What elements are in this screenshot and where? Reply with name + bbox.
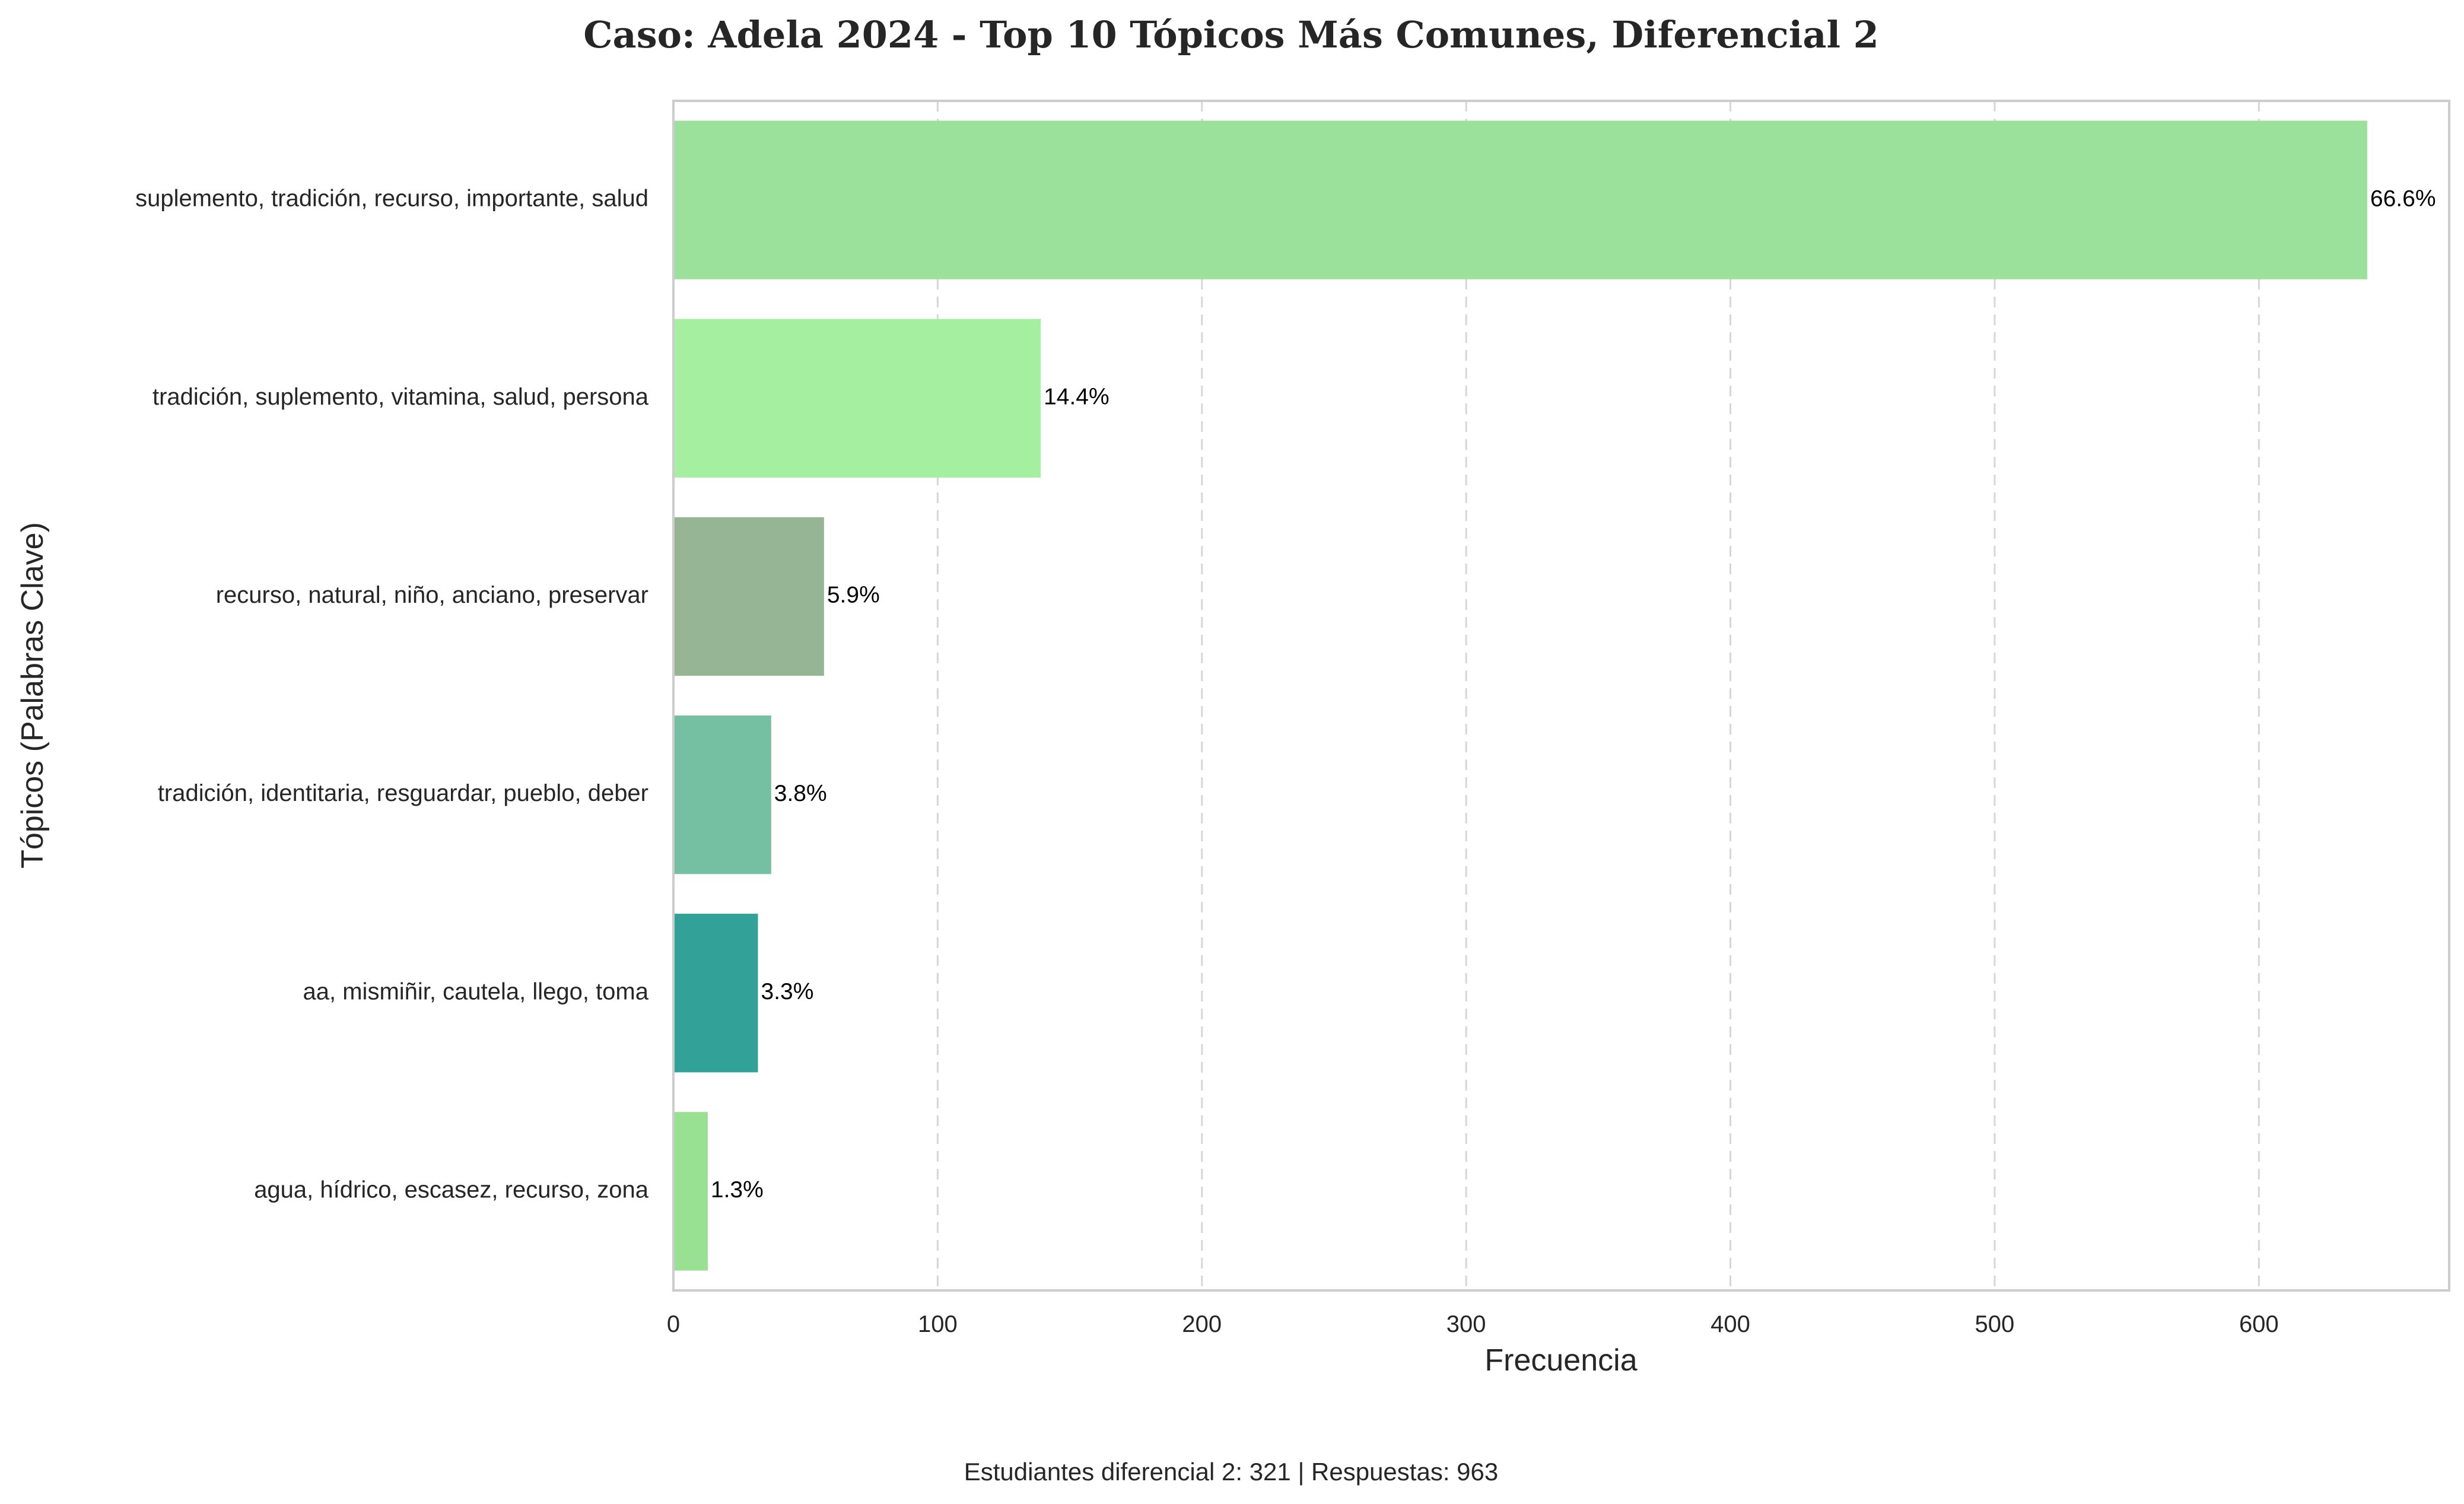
bar-0 — [673, 120, 2367, 279]
bar-4 — [673, 914, 758, 1073]
bar-value-label-4: 3.3% — [761, 979, 814, 1004]
y-tick-label-4: aa, mismiñir, cautela, llego, toma — [303, 978, 649, 1004]
x-tick-label-6: 600 — [2239, 1311, 2279, 1337]
plot-frame — [672, 100, 2450, 1292]
bar-3 — [673, 715, 771, 875]
x-axis-label: Frecuencia — [1484, 1343, 1637, 1378]
x-tick-label-5: 500 — [1975, 1311, 2015, 1337]
bar-value-label-5: 1.3% — [711, 1177, 764, 1203]
x-tick-label-1: 100 — [918, 1311, 958, 1337]
bar-5 — [673, 1112, 708, 1271]
y-axis-label: Tópicos (Palabras Clave) — [15, 522, 50, 869]
bar-value-label-3: 3.8% — [774, 781, 827, 806]
y-tick-label-2: recurso, natural, niño, anciano, preserv… — [216, 582, 648, 608]
footnote: Estudiantes diferencial 2: 321 | Respues… — [964, 1458, 1498, 1486]
x-tick-label-3: 300 — [1446, 1311, 1486, 1337]
y-tick-labels: suplemento, tradición, recurso, importan… — [135, 186, 649, 1203]
y-tick-label-5: agua, hídrico, escasez, recurso, zona — [254, 1177, 649, 1203]
x-tick-label-2: 200 — [1182, 1311, 1222, 1337]
y-tick-label-1: tradición, suplemento, vitamina, salud, … — [152, 384, 649, 410]
chart-title: Caso: Adela 2024 - Top 10 Tópicos Más Co… — [583, 13, 1879, 56]
y-tick-label-0: suplemento, tradición, recurso, importan… — [135, 186, 648, 212]
bar-value-label-2: 5.9% — [827, 583, 880, 608]
bar-2 — [673, 517, 824, 676]
bars — [673, 120, 2367, 1271]
x-tick-labels: 0 100 200 300 400 500 600 — [667, 1311, 2279, 1337]
x-tick-label-4: 400 — [1711, 1311, 1750, 1337]
bar-value-label-1: 14.4% — [1044, 384, 1109, 410]
bar-value-labels: 66.6% 14.4% 5.9% 3.8% 3.3% 1.3% — [711, 186, 2436, 1203]
bar-1 — [673, 319, 1041, 478]
y-tick-label-3: tradición, identitaria, resguardar, pueb… — [158, 780, 648, 806]
x-gridlines — [936, 101, 2260, 1290]
bar-value-label-0: 66.6% — [2370, 186, 2436, 211]
x-tick-label-0: 0 — [667, 1311, 680, 1337]
